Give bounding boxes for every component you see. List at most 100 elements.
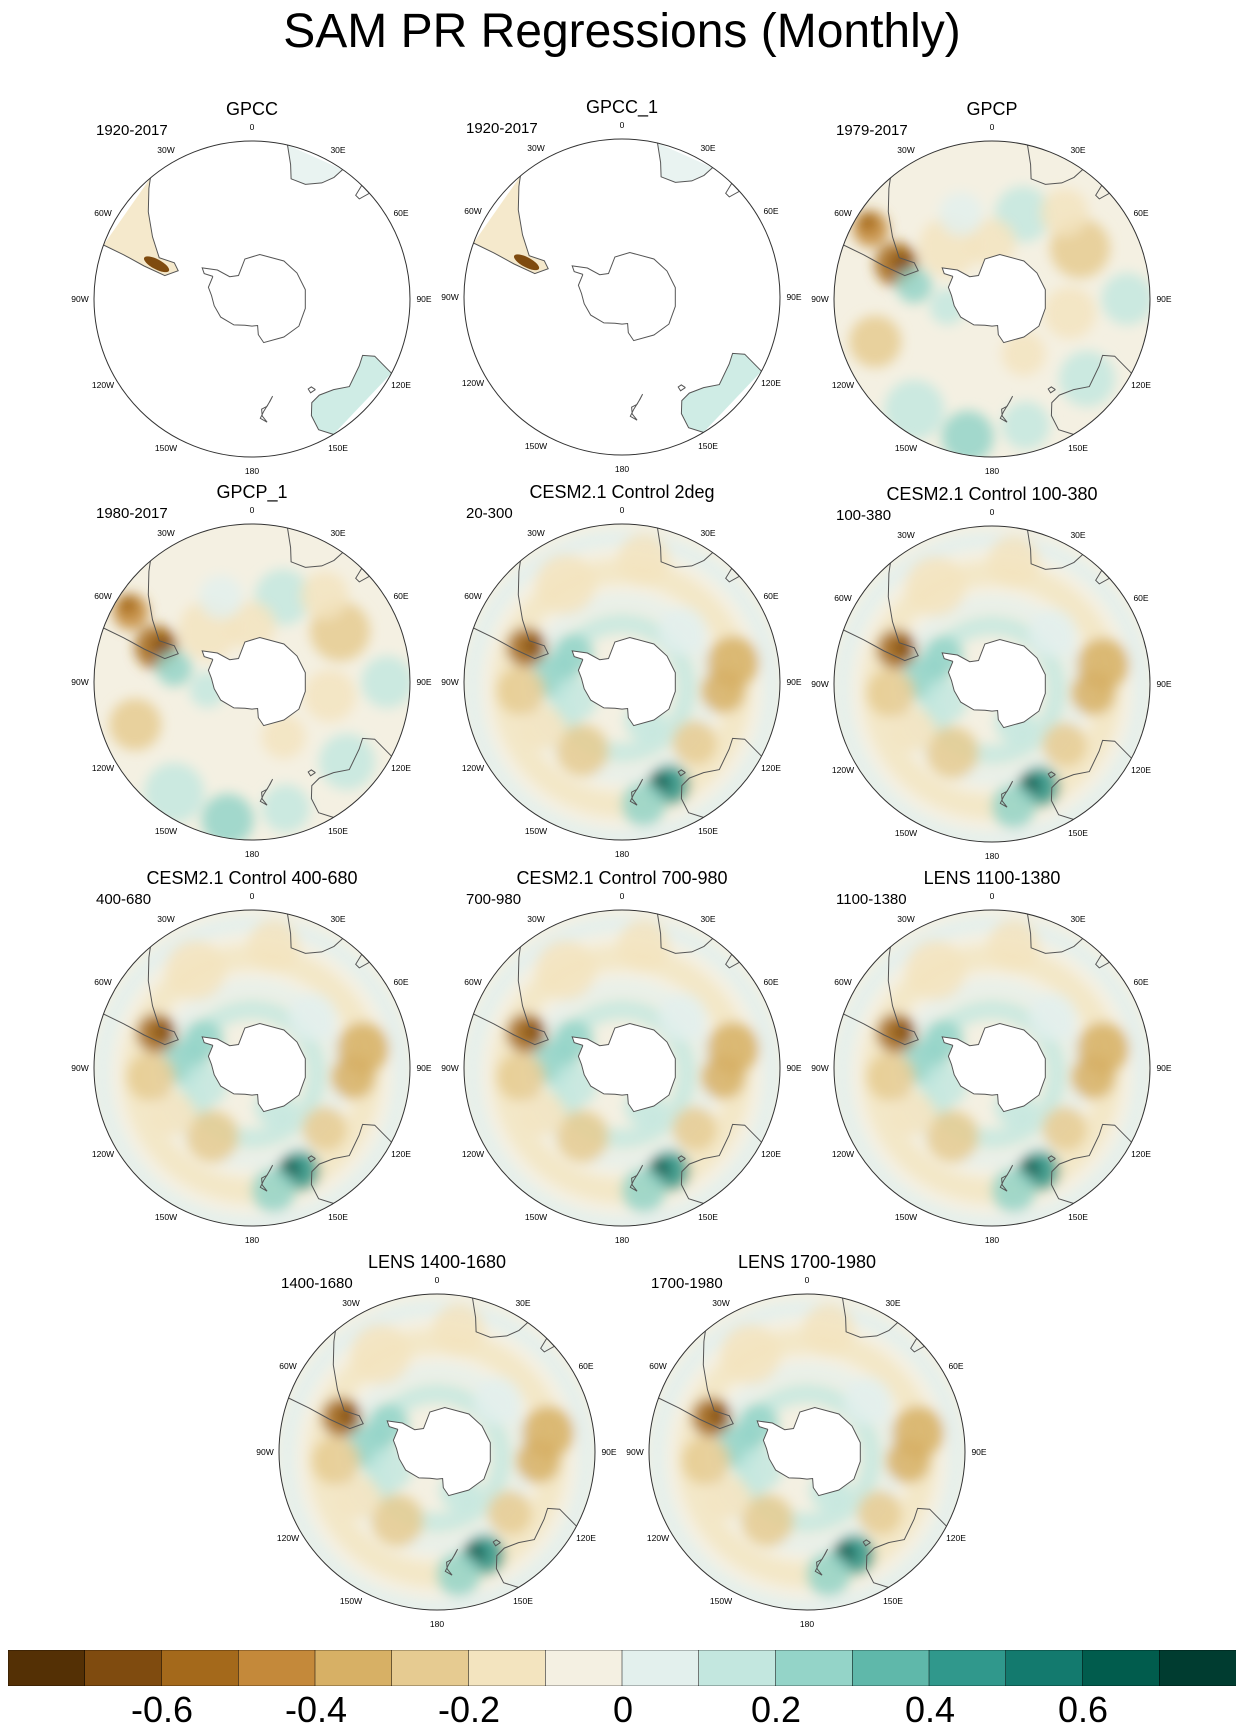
longitude-label: 60W [94, 591, 111, 601]
colorbar-tick-label: 0.6 [1057, 1689, 1109, 1730]
colorbar-bin [852, 1650, 930, 1686]
coastlines [843, 529, 1132, 820]
antarctica-interior [942, 254, 1046, 343]
anomaly-blob [621, 782, 666, 827]
coastline [677, 384, 686, 392]
colorbar-bin [8, 1650, 86, 1686]
longitude-label: 150W [155, 1212, 177, 1222]
anomaly-blob [926, 1110, 979, 1163]
anomaly-blob [806, 1552, 851, 1597]
longitude-label: 30E [515, 1298, 530, 1308]
map-boundary [648, 1293, 966, 1611]
polar-map: 0 30E 60E 90E 120E 150E 180 150W 120W 90W 60W 30W [256, 1275, 617, 1629]
longitude-label: 90W [71, 1063, 88, 1073]
map-boundary [93, 140, 411, 458]
panel-period: 1700-1980 [651, 1275, 723, 1292]
colorbar-tick-label: 0 [612, 1689, 634, 1730]
longitude-label: 180 [985, 1235, 999, 1245]
longitude-label: 150E [1068, 828, 1088, 838]
anomaly-blob [1042, 1106, 1087, 1151]
anomaly-blob [1040, 188, 1089, 237]
longitude-label: 60W [464, 591, 481, 601]
anomaly-blob [1001, 331, 1046, 376]
longitude-label: 120E [391, 763, 411, 773]
longitude-label: 30E [700, 143, 715, 153]
longitude-label: 60E [393, 208, 408, 218]
map-boundary [833, 140, 1151, 458]
field-layer [94, 141, 410, 457]
anomaly-blob [303, 669, 356, 722]
coastlines [658, 1297, 947, 1588]
colorbar-bin [468, 1650, 547, 1686]
longitude-label: 90W [626, 1447, 643, 1457]
anomaly-blob [228, 601, 276, 650]
anomaly-blob [1028, 609, 1077, 658]
anomaly-blob [1043, 286, 1096, 339]
anomaly-blob [1028, 993, 1077, 1042]
coastline [386, 1406, 491, 1497]
anomaly-blob [891, 707, 936, 752]
anomaly-blob [1059, 350, 1116, 407]
coastline [287, 144, 343, 185]
coastline [472, 1297, 528, 1338]
coastlines [473, 527, 762, 818]
polar-map: 0 30E 60E 90E 120E 150E 180 150W 120W 90W 60W 30W [441, 120, 802, 474]
coastline [307, 769, 316, 777]
longitude-label: 90E [971, 1447, 986, 1457]
field-layer [279, 1294, 595, 1610]
anomaly-blob [302, 1106, 347, 1151]
anomaly-blob [556, 1110, 609, 1163]
longitude-label: 120W [92, 380, 114, 390]
field-layer [94, 524, 410, 840]
anomaly-blob [251, 1168, 296, 1213]
coastline [1027, 144, 1083, 185]
colorbar-tick-label: -0.6 [130, 1689, 194, 1730]
longitude-label: 60E [763, 977, 778, 987]
longitude-label: 150E [698, 826, 718, 836]
coastlines [843, 913, 1132, 1204]
figure-title: SAM PR Regressions (Monthly) [283, 5, 961, 58]
longitude-label: 120E [946, 1533, 966, 1543]
longitude-label: 150W [895, 1212, 917, 1222]
panel-title: LENS 1400-1680 [367, 1252, 507, 1272]
longitude-label: 150E [1068, 443, 1088, 453]
anomaly-blob [261, 784, 310, 833]
anomaly-patch [143, 256, 170, 273]
anomaly-blob [165, 940, 226, 1001]
coastline [307, 1155, 316, 1163]
anomaly-ring [834, 531, 1150, 842]
coastline [1027, 529, 1083, 570]
anomaly-blob [849, 315, 902, 368]
panel-title: GPCC_1 [585, 97, 659, 117]
longitude-label: 90E [416, 1063, 431, 1073]
anomaly-blob [701, 668, 746, 713]
antarctica-interior [942, 1023, 1046, 1112]
panel-title: GPCP [966, 99, 1018, 119]
panel-period: 400-680 [96, 891, 152, 908]
coastline [288, 1330, 364, 1430]
anomaly-blob [556, 724, 609, 777]
colorbar-tick-label: 0.2 [750, 1689, 802, 1730]
longitude-label: 60E [1133, 977, 1148, 987]
longitude-label: 120E [761, 1149, 781, 1159]
anomaly-blob [153, 1022, 171, 1041]
panel-gpcp: GPCP 1979-2017 0 30E 60E 90E 120E 150E 180 150W… [811, 98, 1172, 478]
polar-map: 0 30E 60E 90E 120E 150E 180 150W 120W 90W 60W 30W [71, 122, 432, 476]
anomaly-blob [843, 1377, 892, 1426]
coastline [473, 175, 549, 275]
anomaly-blob [199, 575, 244, 620]
anomaly-blob [535, 940, 596, 1001]
longitude-label: 120W [462, 1149, 484, 1159]
map-boundary [833, 909, 1151, 1227]
coastline [999, 1164, 1014, 1192]
coastline [571, 1022, 676, 1113]
panel-period: 20-300 [466, 505, 513, 522]
longitude-label: 90E [786, 1063, 801, 1073]
longitude-label: 150W [525, 826, 547, 836]
longitude-label: 30W [897, 914, 914, 924]
coastline [259, 1164, 274, 1192]
anomaly-blob [905, 940, 966, 1001]
anomaly-blob [991, 784, 1036, 829]
coastline [473, 946, 549, 1046]
coastline [658, 1330, 734, 1430]
